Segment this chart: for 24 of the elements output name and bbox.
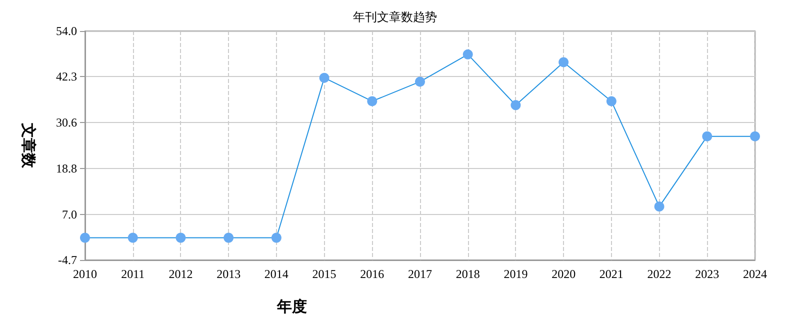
x-tick-label: 2010	[73, 267, 97, 281]
x-tick-label: 2020	[552, 267, 576, 281]
x-tick-label: 2013	[216, 267, 241, 281]
x-tick-label: 2011	[121, 267, 145, 281]
x-tick-label: 2014	[264, 267, 288, 281]
x-tick-label: 2012	[168, 267, 193, 281]
x-tick-label: 2019	[504, 267, 528, 281]
y-tick-label: 18.8	[56, 161, 77, 176]
x-tick-label: 2015	[312, 267, 336, 281]
y-axis-title: 文章数	[20, 122, 38, 169]
x-axis-title: 年度	[276, 298, 307, 316]
x-tick-label: 2021	[599, 267, 624, 281]
x-tick-label: 2022	[647, 267, 672, 281]
y-tick-label: 7.0	[62, 207, 77, 222]
x-tick-label: 2023	[695, 267, 720, 281]
y-tick-label: -4.7	[58, 253, 77, 267]
x-tick-label: 2024	[743, 267, 767, 281]
x-tick-label: 2018	[456, 267, 480, 281]
y-tick-label: 54.0	[56, 24, 77, 38]
y-tick-label: 30.6	[56, 115, 77, 130]
y-tick-label: 42.3	[56, 70, 77, 84]
x-tick-label: 2017	[408, 267, 432, 281]
chart-title: 年刊文章数趋势	[353, 10, 437, 24]
x-tick-label: 2016	[360, 267, 384, 281]
